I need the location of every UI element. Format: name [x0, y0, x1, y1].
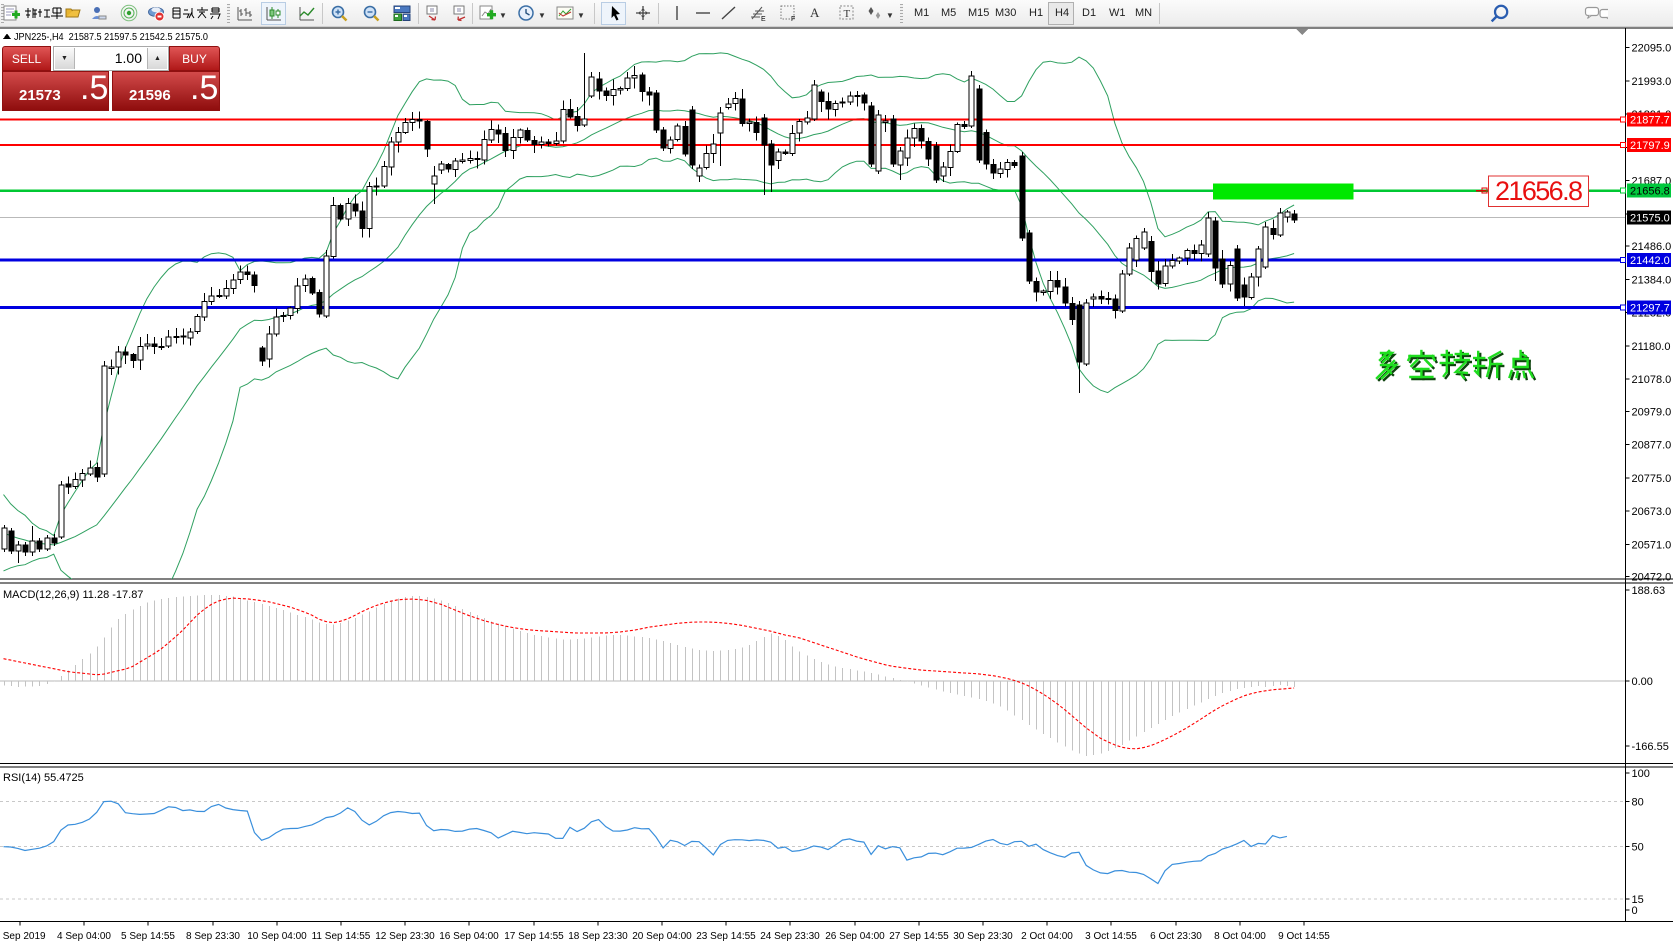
svg-text:21384.0: 21384.0	[1632, 274, 1672, 286]
svg-text:15: 15	[1632, 894, 1644, 906]
svg-text:80: 80	[1632, 797, 1644, 809]
svg-text:20472.0: 20472.0	[1632, 572, 1672, 584]
svg-text:27 Sep 14:55: 27 Sep 14:55	[889, 931, 949, 942]
svg-text:21486.0: 21486.0	[1632, 241, 1672, 253]
svg-text:188.63: 188.63	[1632, 585, 1666, 597]
svg-text:21180.0: 21180.0	[1632, 341, 1671, 353]
svg-text:4 Sep 04:00: 4 Sep 04:00	[57, 931, 111, 942]
svg-text:20673.0: 20673.0	[1632, 506, 1672, 518]
svg-text:3 Oct 14:55: 3 Oct 14:55	[1085, 931, 1137, 942]
svg-text:21877.7: 21877.7	[1630, 115, 1670, 127]
svg-text:100: 100	[1632, 768, 1650, 780]
svg-text:16 Sep 04:00: 16 Sep 04:00	[439, 931, 499, 942]
svg-text:8 Oct 04:00: 8 Oct 04:00	[1214, 931, 1266, 942]
svg-text:23 Sep 14:55: 23 Sep 14:55	[696, 931, 756, 942]
svg-text:5 Sep 14:55: 5 Sep 14:55	[121, 931, 175, 942]
svg-text:21656.8: 21656.8	[1630, 186, 1670, 198]
svg-text:11 Sep 14:55: 11 Sep 14:55	[312, 931, 371, 942]
svg-text:2 Sep 2019: 2 Sep 2019	[0, 931, 46, 942]
svg-text:21993.0: 21993.0	[1632, 76, 1672, 88]
svg-text:21297.7: 21297.7	[1630, 303, 1670, 315]
svg-text:E: E	[761, 16, 766, 22]
svg-text:0: 0	[1632, 905, 1638, 917]
svg-text:0.00: 0.00	[1632, 676, 1653, 688]
svg-text:MACD(12,26,9) 11.28 -17.87: MACD(12,26,9) 11.28 -17.87	[3, 589, 143, 601]
svg-text:26 Sep 04:00: 26 Sep 04:00	[825, 931, 885, 942]
svg-text:20979.0: 20979.0	[1632, 406, 1672, 418]
svg-text:21797.9: 21797.9	[1630, 140, 1670, 152]
svg-text:50: 50	[1632, 842, 1644, 854]
svg-text:JPN225-,H4 21587.5 21597.5 21: JPN225-,H4 21587.5 21597.5 21542.5 21575…	[14, 32, 208, 43]
svg-text:20775.0: 20775.0	[1632, 473, 1672, 485]
svg-text:17 Sep 14:55: 17 Sep 14:55	[504, 931, 564, 942]
svg-text:9 Oct 14:55: 9 Oct 14:55	[1278, 931, 1330, 942]
svg-text:2 Oct 04:00: 2 Oct 04:00	[1021, 931, 1073, 942]
svg-text:20 Sep 04:00: 20 Sep 04:00	[632, 931, 692, 942]
svg-text:30 Sep 23:30: 30 Sep 23:30	[953, 931, 1013, 942]
svg-text:21575.0: 21575.0	[1630, 213, 1670, 225]
svg-text:22095.0: 22095.0	[1632, 43, 1672, 55]
svg-text:T: T	[844, 8, 851, 20]
svg-text:-166.55: -166.55	[1632, 741, 1669, 753]
svg-text:21442.0: 21442.0	[1630, 255, 1670, 267]
svg-text:12 Sep 23:30: 12 Sep 23:30	[375, 931, 435, 942]
svg-text:F: F	[791, 16, 795, 22]
svg-text:21078.0: 21078.0	[1632, 374, 1672, 386]
svg-text:24 Sep 23:30: 24 Sep 23:30	[760, 931, 820, 942]
svg-text:RSI(14) 55.4725: RSI(14) 55.4725	[3, 772, 84, 784]
svg-text:21656.8: 21656.8	[1495, 176, 1583, 206]
svg-text:20571.0: 20571.0	[1632, 539, 1672, 551]
svg-text:18 Sep 23:30: 18 Sep 23:30	[568, 931, 628, 942]
svg-text:10 Sep 04:00: 10 Sep 04:00	[247, 931, 307, 942]
svg-text:6 Oct 23:30: 6 Oct 23:30	[1150, 931, 1202, 942]
svg-text:8 Sep 23:30: 8 Sep 23:30	[186, 931, 240, 942]
svg-text:20877.0: 20877.0	[1632, 440, 1672, 452]
